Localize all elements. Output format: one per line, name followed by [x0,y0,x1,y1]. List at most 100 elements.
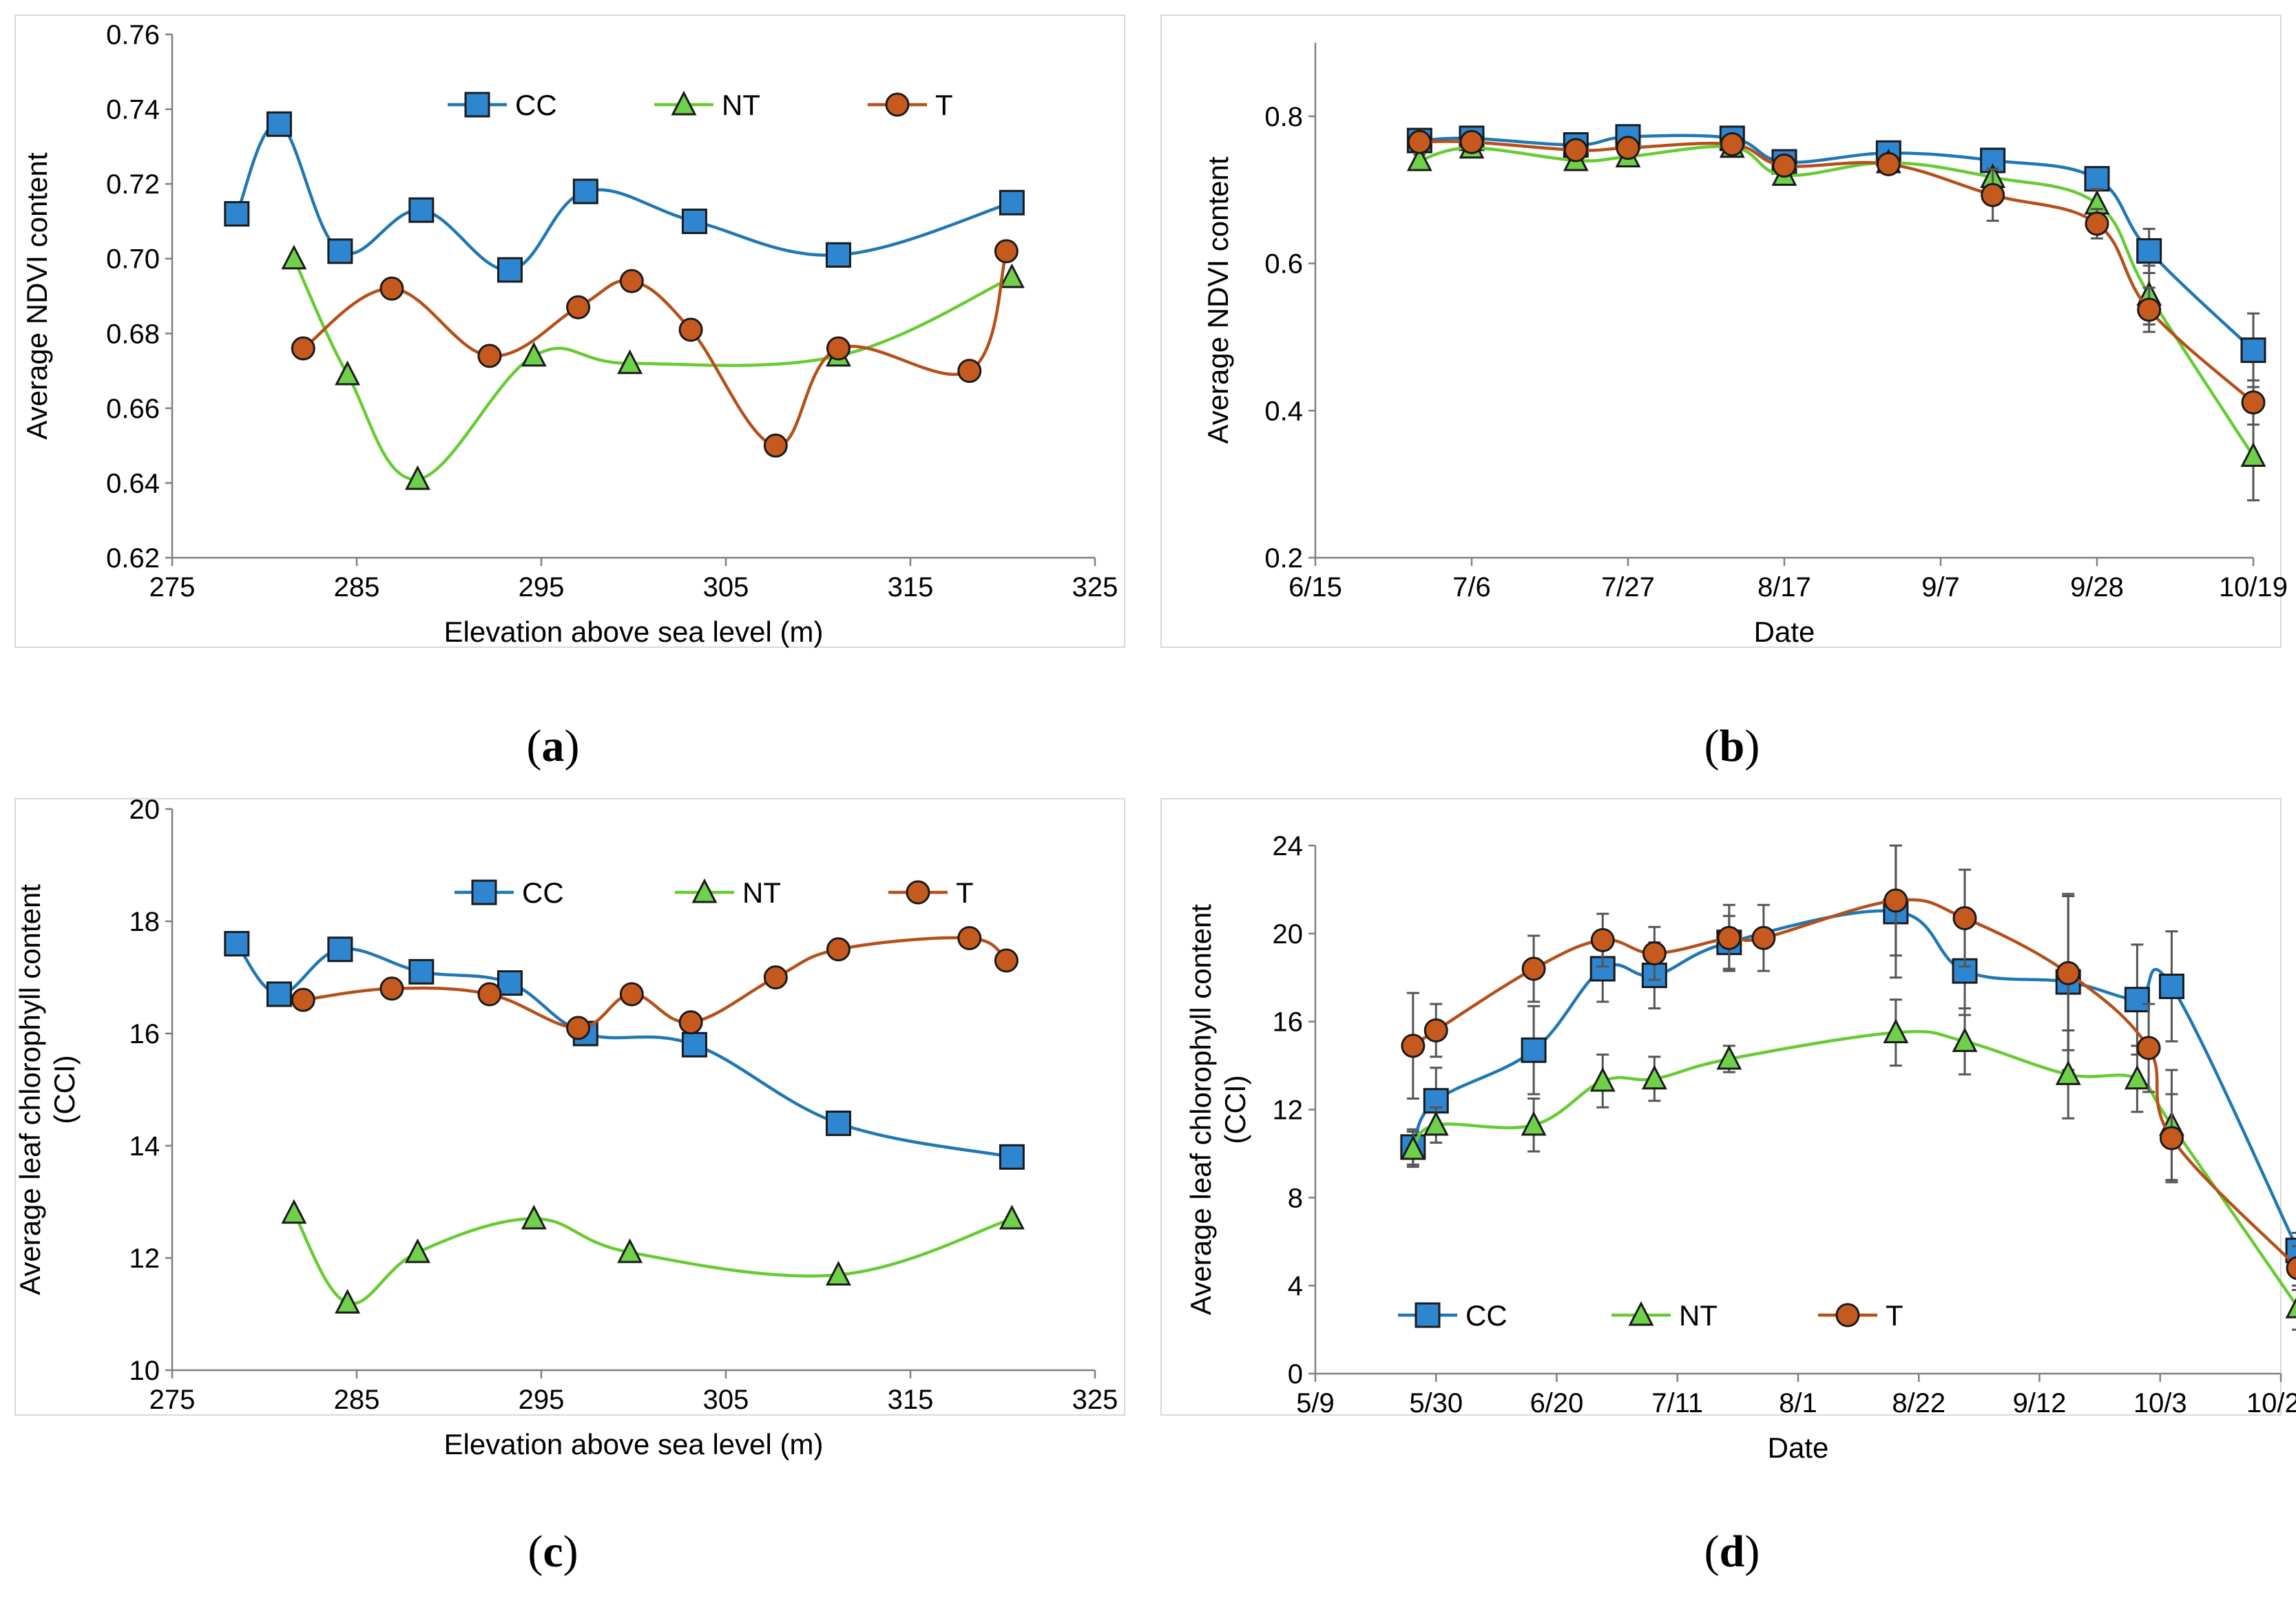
data-point [379,976,404,1001]
data-point [2286,1256,2296,1280]
data-point [1616,136,1640,160]
data-point [2159,1126,2184,1151]
data-point [1406,146,1432,171]
data-point [2240,337,2266,364]
y-axis-label-unit: (CCI) [48,1055,81,1124]
legend-label: T [956,877,974,909]
series-line [303,936,1008,1030]
legend: CC NT T [455,877,974,909]
data-point [2124,1064,2150,1090]
data-point [619,269,644,293]
data-point [327,936,353,963]
y-tick-label: 20 [1273,919,1304,950]
y-axis-label: Average leaf chlorophyll content [1184,904,1217,1315]
data-point [1716,1045,1742,1070]
data-point [1952,1027,1978,1052]
panel-label: (b) [1704,721,1760,771]
data-point [2285,1237,2296,1263]
data-point [1772,153,1797,178]
x-axis-label: Date [1768,1431,1829,1464]
y-axis-label-unit: (CCI) [1219,1075,1251,1144]
data-point [1459,129,1484,154]
legend-marker [906,880,930,905]
series-line [236,943,1012,1159]
data-point [1423,1111,1449,1136]
data-point [521,342,547,367]
series-line [292,1212,1013,1305]
data-point [327,238,353,264]
x-tick-label: 315 [888,1385,934,1415]
y-tick-label: 4 [1288,1271,1303,1301]
x-tick-label: 8/22 [1892,1388,1945,1418]
data-point [999,263,1025,289]
panel-label: (a) [527,721,580,771]
data-point [1400,1135,1426,1160]
data-point [826,336,850,361]
x-tick-label: 6/15 [1288,572,1342,602]
legend-label: T [935,89,953,121]
y-tick-label: 20 [129,795,160,825]
y-tick-label: 0.68 [106,319,160,349]
legend-label: NT [722,89,760,121]
data-point [678,317,703,342]
data-point [681,208,707,234]
y-tick-label: 18 [129,907,160,937]
data-point [2240,442,2266,468]
x-tick-label: 9/28 [2070,572,2124,602]
x-tick-label: 7/11 [1651,1388,1703,1418]
legend-marker [464,92,490,118]
data-point [2241,390,2266,415]
data-point [2085,211,2109,236]
data-point [2055,1060,2081,1085]
data-point [999,1144,1025,1170]
data-point [1590,927,1615,952]
y-tick-label: 0.64 [106,468,160,499]
legend-marker [1415,1302,1441,1328]
series-line [1419,145,2255,457]
y-tick-label: 0 [1288,1359,1303,1389]
legend: CC NT T [1398,1299,1903,1332]
data-point [281,244,307,270]
y-tick-label: 24 [1273,831,1304,861]
y-tick-label: 0.8 [1264,102,1303,132]
data-point [1642,941,1667,966]
series-line [1419,140,2255,404]
legend-label: CC [515,89,557,121]
series-line [1412,898,2296,1268]
data-point [825,242,851,268]
data-point [477,344,502,368]
data-point [224,201,250,227]
data-point [825,1110,851,1136]
y-tick-label: 0.6 [1264,249,1303,280]
x-tick-label: 285 [334,1385,380,1415]
legend-label: T [1886,1299,1903,1332]
x-tick-label: 315 [888,572,934,602]
panel-label: (d) [1704,1527,1760,1577]
y-tick-label: 0.2 [1264,543,1303,574]
x-tick-label: 9/12 [2013,1388,2067,1418]
y-tick-label: 0.72 [106,169,160,200]
chart-border [14,798,1125,1416]
series-t [291,239,1019,458]
data-point [497,970,523,996]
data-point [826,937,850,962]
data-point [999,189,1025,216]
data-point [1981,182,2005,207]
data-point [994,948,1019,973]
panel-a: 0.62 0.64 0.66 0.68 0.70 0.72 0.74 0.76 275 285 29… [14,14,1125,771]
legend-marker [471,879,497,905]
series-t [1407,129,2266,426]
y-axis-label: Average NDVI content [21,152,53,439]
data-point [1883,888,1908,913]
series-cc [224,931,1025,1170]
data-point [2056,961,2080,985]
series-line [235,122,1013,272]
x-tick-label: 325 [1072,572,1118,602]
data-point [566,1016,591,1040]
x-axis-label: Date [1754,616,1815,648]
series-t [1401,844,2296,1292]
data-point [678,1010,703,1035]
series-line [1411,1029,2296,1308]
data-point [2136,1036,2161,1060]
